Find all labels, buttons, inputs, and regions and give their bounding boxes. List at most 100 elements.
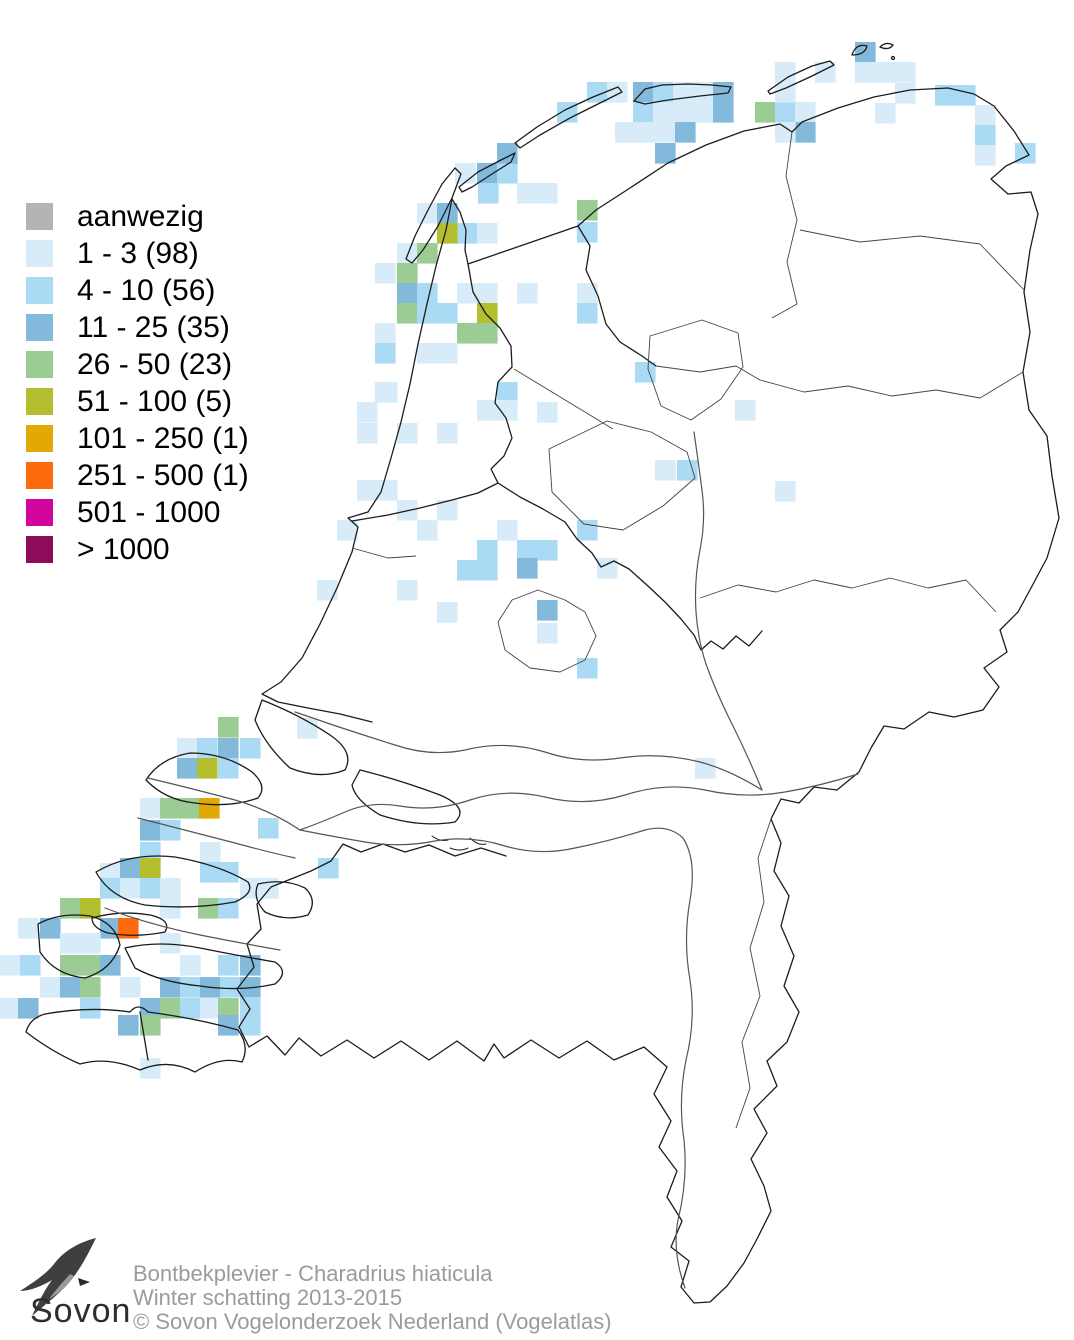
species-name: Bontbekplevier - Charadrius hiaticula (133, 1261, 493, 1286)
grid-cell (457, 560, 478, 581)
legend-row-5: 51 - 100 (5) (26, 383, 249, 420)
grid-cell (775, 62, 796, 83)
grid-cell (477, 400, 498, 421)
grid-cell (160, 878, 181, 899)
grid-cell (60, 898, 81, 919)
grid-cell (695, 758, 716, 779)
grid-cell (497, 520, 518, 541)
grid-cell (655, 122, 676, 143)
legend-swatch (26, 314, 53, 341)
grid-cell (537, 540, 558, 561)
province-borders-layer (351, 131, 1025, 1129)
grid-cell (220, 977, 241, 998)
legend-swatch (26, 462, 53, 489)
grid-cell (317, 580, 338, 601)
grid-cell (258, 818, 279, 839)
legend-row-9: > 1000 (26, 531, 249, 568)
legend-swatch (26, 240, 53, 267)
grid-cell (18, 918, 39, 939)
grid-cell (537, 600, 558, 621)
legend-row-7: 251 - 500 (1) (26, 457, 249, 494)
legend-swatch (26, 499, 53, 526)
grid-cell (417, 243, 438, 264)
grid-cell (80, 977, 101, 998)
grid-cell (197, 758, 218, 779)
grid-cell (0, 955, 21, 976)
legend-row-6: 101 - 250 (1) (26, 420, 249, 457)
grid-cell (240, 738, 261, 759)
grid-cell (437, 343, 458, 364)
grid-cell (655, 143, 676, 164)
grid-cell (258, 878, 279, 899)
grid-cell (437, 500, 458, 521)
grid-cell (477, 283, 498, 304)
swallow-head (78, 1278, 90, 1286)
grid-cell (60, 933, 81, 954)
grid-cell (713, 102, 734, 123)
grid-cell (517, 558, 538, 579)
grid-cell (160, 898, 181, 919)
grid-cell (160, 933, 181, 954)
grid-cell (635, 362, 656, 383)
grid-cell (18, 998, 39, 1019)
legend-label: 26 - 50 (23) (77, 347, 233, 381)
grid-cell (577, 283, 598, 304)
grid-cell (200, 842, 221, 863)
grid-cell (675, 122, 696, 143)
legend-label: 101 - 250 (1) (77, 421, 249, 455)
grid-cell (537, 402, 558, 423)
grid-cell (357, 423, 378, 444)
grid-cell (80, 898, 101, 919)
grid-cell (795, 102, 816, 123)
grid-cell (597, 558, 618, 579)
grid-cell (417, 520, 438, 541)
grid-cell (140, 878, 161, 899)
grid-cell (477, 540, 498, 561)
sovon-logo-text: Sovon (30, 1292, 132, 1330)
grid-cell (457, 223, 478, 244)
grid-cell (160, 798, 181, 819)
grid-cell (417, 303, 438, 324)
legend-label: aanwezig (77, 199, 204, 233)
grid-cell (20, 955, 41, 976)
grid-cell (397, 303, 418, 324)
grid-cell (218, 758, 239, 779)
legend-row-2: 4 - 10 (56) (26, 272, 249, 309)
grid-cell (577, 658, 598, 679)
legend-swatch (26, 536, 53, 563)
grid-cell (795, 122, 816, 143)
grid-cell (437, 423, 458, 444)
grid-cell (377, 382, 398, 403)
grid-cell (497, 382, 518, 403)
grid-cell (477, 223, 498, 244)
grid-cell (218, 998, 239, 1019)
grid-cell (875, 103, 896, 124)
grid-cell (337, 520, 358, 541)
grid-cell (497, 163, 518, 184)
grid-cell (140, 1015, 161, 1036)
legend-label: 501 - 1000 (77, 495, 221, 529)
grid-cell (160, 998, 181, 1019)
grid-cell (975, 105, 996, 126)
grid-cell (1015, 143, 1036, 164)
legend-label: 51 - 100 (5) (77, 384, 233, 418)
grid-cell (633, 82, 654, 103)
grid-cell (140, 1058, 161, 1079)
grid-cell (218, 1015, 239, 1036)
grid-cell (100, 878, 121, 899)
grid-cell (677, 460, 698, 481)
grid-cell (140, 842, 161, 863)
grid-cell (537, 183, 558, 204)
grid-cell (653, 102, 674, 123)
legend-swatch (26, 388, 53, 415)
grid-cell (177, 758, 198, 779)
grid-cell (120, 858, 141, 879)
grid-cell (180, 955, 201, 976)
grid-cell (120, 878, 141, 899)
grid-cell (318, 858, 339, 879)
grid-cell (40, 977, 61, 998)
grid-cell (975, 125, 996, 146)
grid-cell (397, 423, 418, 444)
grid-cell (160, 820, 181, 841)
